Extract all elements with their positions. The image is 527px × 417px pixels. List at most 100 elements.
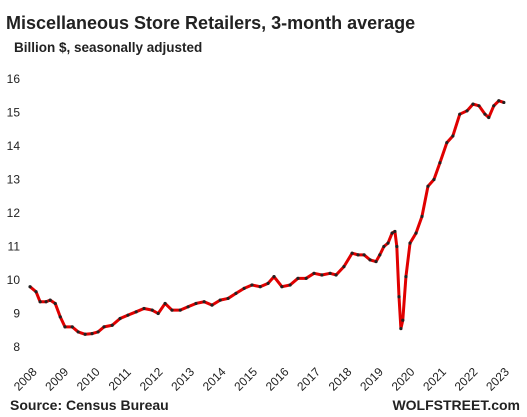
y-tick-label: 10 [7, 273, 21, 287]
data-point [96, 330, 100, 334]
data-point [492, 104, 496, 108]
data-point [378, 253, 382, 257]
y-tick-label: 9 [13, 307, 20, 321]
data-point [210, 303, 214, 307]
data-point [393, 229, 397, 234]
x-tick-label: 2013 [168, 365, 197, 394]
y-tick-label: 15 [7, 106, 21, 120]
data-point [408, 241, 412, 245]
x-tick-label: 2015 [231, 365, 260, 394]
data-point [374, 259, 378, 264]
data-point [48, 298, 52, 302]
chart-subtitle: Billion $, seasonally adjusted [14, 40, 202, 55]
data-point [102, 325, 106, 329]
x-tick-label: 2008 [11, 365, 40, 394]
data-point [194, 301, 198, 306]
x-tick-label: 2023 [483, 365, 512, 394]
x-tick-label: 2019 [357, 365, 386, 394]
data-point [34, 290, 38, 294]
data-point [350, 251, 354, 255]
data-point [242, 286, 246, 290]
data-point [334, 273, 338, 277]
data-point [458, 112, 462, 116]
y-tick-label: 16 [7, 72, 21, 86]
data-point [404, 275, 408, 279]
source: Source: Census Bureau [10, 397, 169, 413]
data-point [118, 316, 122, 321]
data-point [280, 285, 284, 289]
data-point [477, 104, 481, 108]
data-point [226, 296, 230, 301]
data-point [272, 275, 276, 279]
x-tick-label: 2011 [106, 365, 134, 393]
data-point [328, 271, 332, 275]
data-point [83, 332, 87, 336]
data-point [28, 285, 32, 289]
data-point [170, 308, 174, 312]
data-point [356, 253, 360, 257]
data-point [487, 115, 491, 120]
data-point [58, 315, 62, 319]
data-point [90, 332, 94, 336]
data-point [218, 298, 222, 302]
x-tick-label: 2021 [420, 365, 449, 394]
y-tick-label: 14 [7, 139, 21, 153]
y-tick-label: 12 [7, 206, 21, 220]
data-point [451, 134, 455, 138]
data-point [414, 231, 418, 235]
x-tick-label: 2012 [137, 365, 166, 394]
x-tick-label: 2010 [74, 365, 103, 394]
data-point [234, 291, 238, 295]
x-tick-label: 2022 [452, 365, 481, 394]
data-point [304, 276, 308, 280]
data-point [342, 265, 346, 269]
data-point [258, 285, 262, 289]
data-point [76, 330, 80, 334]
data-point [483, 112, 487, 116]
data-point [53, 301, 57, 306]
data-point [63, 325, 67, 329]
data-point [497, 99, 501, 103]
data-point [382, 244, 386, 249]
data-point [438, 161, 442, 165]
data-point [266, 281, 270, 285]
data-point [186, 305, 190, 309]
x-tick-label: 2014 [200, 365, 229, 394]
data-point [134, 310, 138, 314]
data-point [312, 271, 316, 275]
data-point [156, 311, 160, 316]
data-point [288, 283, 292, 287]
data-point [445, 141, 449, 145]
data-point [395, 244, 399, 249]
data-point [397, 295, 401, 299]
data-point [163, 301, 167, 306]
data-point [386, 241, 390, 245]
data-point [44, 300, 48, 304]
data-point [502, 100, 506, 105]
data-point [399, 326, 403, 331]
y-tick-label: 11 [8, 240, 21, 254]
data-point [110, 323, 114, 327]
x-tick-label: 2018 [326, 365, 355, 394]
data-point [126, 313, 130, 317]
data-point [250, 283, 254, 287]
x-tick-label: 2017 [294, 365, 323, 394]
data-point [390, 231, 394, 235]
data-point [142, 306, 146, 311]
data-point [320, 273, 324, 277]
chart-title: Miscellaneous Store Retailers, 3-month a… [6, 13, 415, 33]
x-tick-label: 2020 [389, 365, 418, 394]
data-point [401, 318, 405, 322]
data-point [202, 300, 206, 304]
data-point [70, 325, 74, 329]
data-point [426, 184, 430, 188]
data-point [432, 177, 436, 182]
x-tick-label: 2016 [263, 365, 292, 394]
data-point [471, 102, 475, 106]
y-tick-label: 13 [7, 173, 21, 187]
data-point [465, 109, 469, 113]
y-tick-label: 8 [13, 340, 20, 354]
data-point [420, 214, 424, 218]
x-tick-label: 2009 [42, 365, 71, 394]
